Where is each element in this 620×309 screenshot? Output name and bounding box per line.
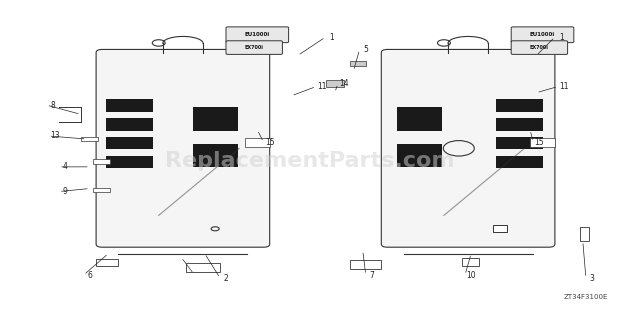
Text: 11: 11 [317,82,327,91]
Bar [105,137,154,150]
Text: EU1000i: EU1000i [245,32,270,37]
FancyBboxPatch shape [226,27,289,43]
Bar [193,144,237,167]
Text: ReplacementParts.com: ReplacementParts.com [165,151,455,171]
Bar [105,117,154,130]
Text: 13: 13 [50,131,60,141]
Bar [530,138,555,147]
Bar [186,263,220,272]
Bar [93,159,110,164]
Bar [580,227,589,241]
Bar [495,155,544,168]
Text: 1: 1 [329,32,334,42]
Text: 2: 2 [224,273,229,283]
Bar [193,107,237,131]
Text: 6: 6 [87,270,92,280]
FancyBboxPatch shape [511,27,574,43]
Text: 4: 4 [63,162,68,171]
Bar [495,117,544,130]
Bar [493,225,507,232]
FancyBboxPatch shape [511,41,568,54]
Bar [105,155,154,168]
Text: 15: 15 [534,138,544,147]
Text: EU1000i: EU1000i [530,32,555,37]
Bar [350,61,366,66]
Text: EX700i: EX700i [530,45,549,50]
FancyBboxPatch shape [226,41,283,54]
Bar [350,260,381,269]
Text: 3: 3 [590,273,595,283]
Text: 1: 1 [559,32,564,42]
Text: 11: 11 [559,82,569,91]
Text: 8: 8 [50,100,55,110]
Text: 15: 15 [265,138,275,147]
Bar [397,107,442,131]
Text: 9: 9 [63,187,68,196]
Bar [96,259,118,266]
Text: 7: 7 [370,270,374,280]
Text: 14: 14 [339,79,349,88]
Bar [462,258,479,266]
Bar [495,99,544,112]
Bar [93,188,110,192]
Bar [105,99,154,112]
Text: 10: 10 [466,270,476,280]
FancyBboxPatch shape [96,49,270,247]
Bar [81,137,98,141]
Bar [397,144,442,167]
Bar [495,137,544,150]
Text: 5: 5 [363,45,368,54]
Bar [326,80,344,87]
FancyBboxPatch shape [381,49,555,247]
Text: ZT34F3100E: ZT34F3100E [563,294,608,300]
Bar [245,138,270,147]
Text: EX700i: EX700i [245,45,264,50]
